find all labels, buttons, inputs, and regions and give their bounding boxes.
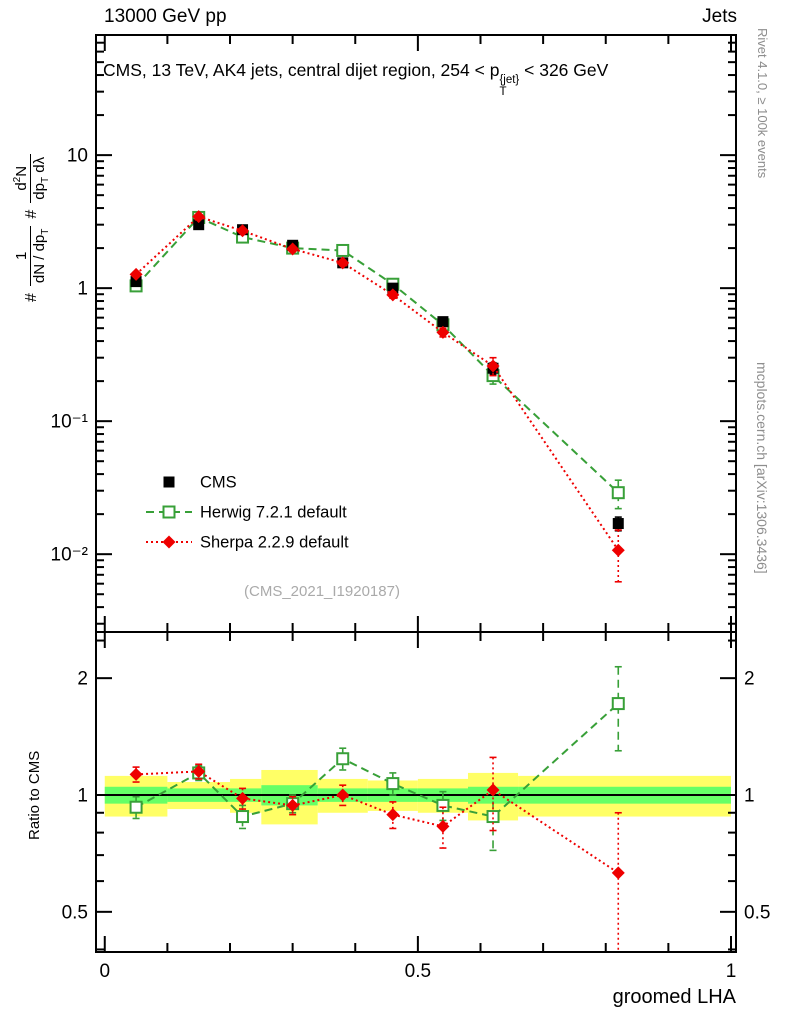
- ylabel-hash-1: #: [22, 293, 40, 302]
- marker-filled-diamond: [436, 325, 450, 339]
- svg-text:10⁻²: 10⁻²: [51, 545, 89, 566]
- marker-filled-square: [612, 518, 624, 530]
- svg-text:CMS: CMS: [200, 474, 237, 492]
- legend-item-sherpa-2-2-9-default: Sherpa 2.2.9 default: [146, 534, 349, 552]
- marker-filled-diamond: [611, 543, 625, 557]
- ratio-y-axis-label: Ratio to CMS: [26, 750, 43, 840]
- marker-filled-diamond: [486, 783, 500, 797]
- ratio-panel-frame: [95, 631, 737, 953]
- series-line: [135, 215, 620, 551]
- marker-filled-diamond: [336, 788, 350, 802]
- marker-open-square: [336, 243, 350, 257]
- marker-open-square: [336, 752, 350, 766]
- series-ratio-sherpa-2-2-9-default: [129, 756, 625, 952]
- marker-filled-square: [437, 316, 449, 328]
- beam-energy-label: 13000 GeV pp: [104, 6, 227, 27]
- marker-filled-diamond: [611, 866, 625, 880]
- marker-filled-diamond: [129, 767, 143, 781]
- mcplots-citation-note: mcplots.cern.ch [arXiv:1306.3436]: [754, 362, 770, 574]
- marker-open-square: [611, 697, 625, 711]
- marker-filled-square: [163, 476, 175, 488]
- ylabel-hash-2: #: [22, 209, 40, 219]
- series-main-sherpa-2-2-9-default: [129, 210, 625, 583]
- svg-text:Herwig 7.2.1 default: Herwig 7.2.1 default: [200, 504, 347, 522]
- svg-text:10⁻¹: 10⁻¹: [51, 412, 89, 433]
- svg-text:1: 1: [77, 785, 88, 806]
- svg-text:1: 1: [744, 785, 755, 806]
- marker-filled-diamond: [286, 242, 300, 256]
- svg-text:1: 1: [77, 279, 88, 300]
- series-line: [135, 216, 619, 494]
- marker-open-square: [486, 810, 500, 824]
- main-y-axis-label: # 1 dN / dpT # d2N dpT dλ: [12, 153, 52, 302]
- marker-filled-square: [130, 276, 142, 288]
- marker-filled-diamond: [336, 256, 350, 270]
- marker-filled-diamond: [129, 267, 143, 281]
- legend: CMS Herwig 7.2.1 default Sherpa 2.2.9 defa…: [146, 474, 349, 552]
- marker-filled-diamond: [286, 798, 300, 812]
- series-ratio-herwig-7-2-1-default: [129, 665, 625, 852]
- marker-filled-square: [387, 282, 399, 294]
- marker-open-square: [611, 486, 625, 500]
- plot-title-text: CMS, 13 TeV, AK4 jets, central dijet reg…: [103, 60, 500, 80]
- ylabel-fraction-2: d2N dpT dλ: [12, 153, 52, 203]
- marker-filled-diamond: [162, 535, 176, 549]
- svg-text:1: 1: [726, 961, 737, 982]
- marker-filled-diamond: [486, 359, 500, 373]
- marker-open-square: [386, 777, 400, 791]
- svg-text:0.5: 0.5: [62, 902, 88, 923]
- marker-filled-square: [193, 219, 205, 231]
- marker-filled-diamond: [236, 224, 250, 238]
- pt-jet-supsub: {jet} T: [499, 74, 520, 98]
- rivet-version-note: Rivet 4.1.0, ≥ 100k events: [755, 28, 770, 179]
- svg-text:10: 10: [67, 146, 88, 167]
- svg-text:Sherpa 2.2.9 default: Sherpa 2.2.9 default: [200, 534, 349, 552]
- svg-text:2: 2: [77, 669, 88, 690]
- marker-open-square: [162, 505, 176, 519]
- axis-ticks: [96, 35, 736, 952]
- analysis-group-label: Jets: [702, 6, 737, 27]
- marker-filled-diamond: [236, 791, 250, 805]
- analysis-id-watermark: (CMS_2021_I1920187): [244, 583, 400, 600]
- x-axis-label: groomed LHA: [612, 986, 736, 1008]
- marker-filled-diamond: [386, 808, 400, 822]
- marker-filled-diamond: [386, 288, 400, 302]
- marker-open-square: [436, 798, 450, 812]
- marker-open-square: [129, 800, 143, 814]
- svg-text:0.5: 0.5: [405, 961, 431, 982]
- legend-item-cms: CMS: [163, 474, 237, 492]
- legend-item-herwig-7-2-1-default: Herwig 7.2.1 default: [146, 504, 347, 522]
- svg-text:0: 0: [99, 961, 110, 982]
- ylabel-fraction-1: 1 dN / dpT: [12, 225, 52, 287]
- plot-title-tail: < 326 GeV: [519, 60, 609, 80]
- svg-text:0.5: 0.5: [744, 902, 770, 923]
- marker-open-square: [236, 810, 250, 824]
- marker-filled-diamond: [436, 819, 450, 833]
- marker-filled-diamond: [192, 764, 206, 778]
- svg-text:2: 2: [744, 669, 755, 690]
- series-main-herwig-7-2-1-default: [129, 210, 625, 510]
- plot-title: CMS, 13 TeV, AK4 jets, central dijet reg…: [103, 60, 609, 98]
- marker-filled-diamond: [192, 210, 206, 224]
